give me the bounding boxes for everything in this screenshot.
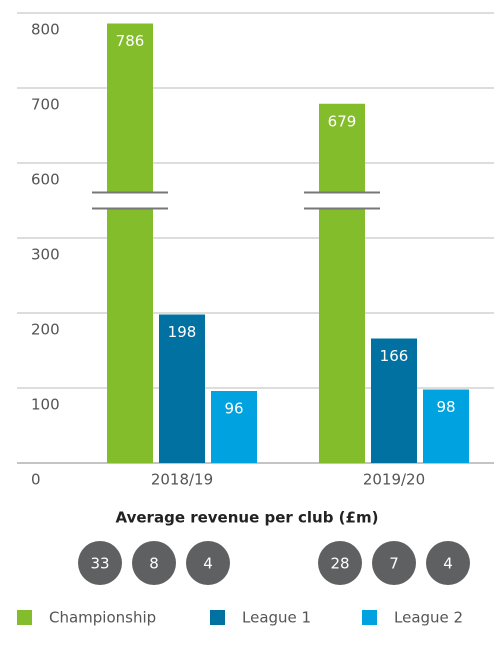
y-tick-label: 300 xyxy=(31,246,60,264)
average-value: 4 xyxy=(203,555,213,573)
bar xyxy=(107,23,153,463)
y-tick-label: 0 xyxy=(31,471,41,489)
legend-swatch xyxy=(362,610,377,625)
average-value: 4 xyxy=(443,555,453,573)
data-label: 166 xyxy=(380,347,409,365)
legend-swatch xyxy=(17,610,32,625)
average-value: 7 xyxy=(389,555,399,573)
average-badge xyxy=(372,541,416,585)
bar xyxy=(371,338,417,463)
y-tick-label: 200 xyxy=(31,321,60,339)
axis-break xyxy=(304,192,380,209)
y-tick-label: 700 xyxy=(31,96,60,114)
data-label: 786 xyxy=(116,32,145,50)
subtitle: Average revenue per club (£m) xyxy=(116,509,379,527)
average-badge xyxy=(78,541,122,585)
y-tick-label: 600 xyxy=(31,171,60,189)
x-tick-label: 2018/19 xyxy=(151,471,213,489)
bar xyxy=(211,391,257,463)
axis-break xyxy=(92,192,168,209)
legend-label: Championship xyxy=(49,609,156,627)
legend-label: League 2 xyxy=(394,609,463,627)
average-value: 8 xyxy=(149,555,159,573)
average-badge xyxy=(132,541,176,585)
average-badge xyxy=(186,541,230,585)
data-label: 98 xyxy=(436,398,455,416)
legend-label: League 1 xyxy=(242,609,311,627)
average-value: 33 xyxy=(90,555,109,573)
average-badge xyxy=(426,541,470,585)
bar xyxy=(159,314,205,463)
bar xyxy=(319,103,365,463)
data-label: 96 xyxy=(224,400,243,418)
y-tick-label: 800 xyxy=(31,21,60,39)
data-label: 679 xyxy=(328,112,357,130)
x-tick-label: 2019/20 xyxy=(363,471,425,489)
average-value: 28 xyxy=(330,555,349,573)
bar xyxy=(423,389,469,463)
legend-swatch xyxy=(210,610,225,625)
y-tick-label: 100 xyxy=(31,396,60,414)
data-label: 198 xyxy=(168,323,197,341)
average-badge xyxy=(318,541,362,585)
